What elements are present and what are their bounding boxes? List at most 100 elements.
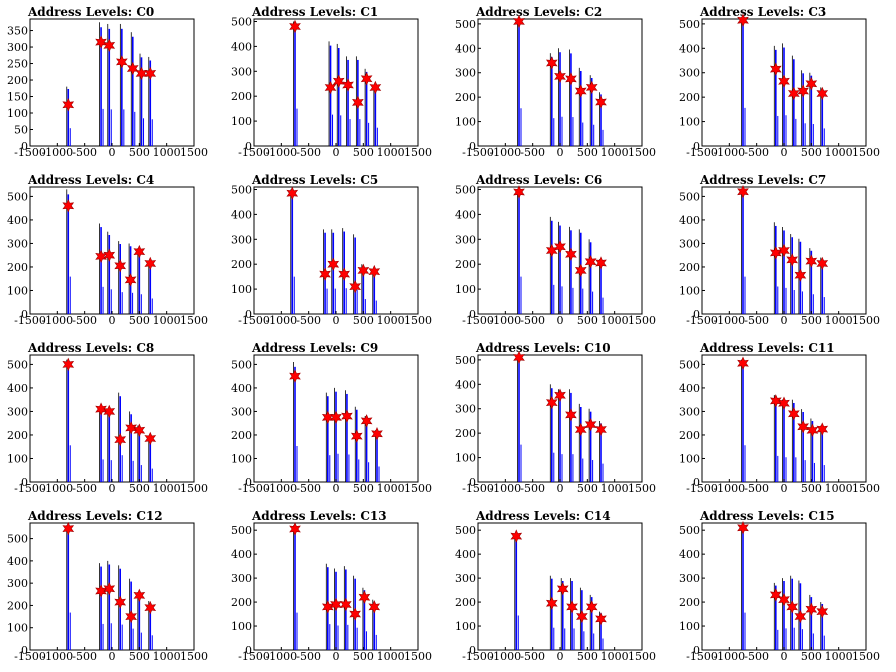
marker-point <box>513 350 525 365</box>
y-tick-label: 400 <box>231 40 252 53</box>
y-tick-label: 500 <box>455 524 476 537</box>
marker-point <box>358 590 371 605</box>
x-tick-label: 1500 <box>180 314 208 327</box>
marker-point <box>816 604 829 619</box>
marker-point <box>319 267 331 281</box>
marker-point <box>513 14 525 29</box>
marker-point <box>556 582 569 596</box>
y-tick-label: 500 <box>7 358 28 371</box>
x-tick-label: -500 <box>520 314 545 327</box>
y-tick-label: 100 <box>7 622 28 635</box>
marker-point <box>737 184 749 199</box>
x-tick-label: 500 <box>577 650 598 663</box>
marker-point <box>124 273 137 287</box>
y-tick-label: 100 <box>455 452 476 465</box>
y-tick-label: 400 <box>231 548 252 561</box>
x-tick-label: 0 <box>781 650 788 663</box>
y-tick-label: 100 <box>455 620 476 633</box>
y-tick-label: 300 <box>231 405 252 418</box>
y-tick-label: 300 <box>679 67 700 80</box>
marker-point <box>584 417 597 432</box>
y-tick-label: 300 <box>679 237 700 250</box>
x-tick-label: 1000 <box>153 482 181 495</box>
marker-point <box>786 253 799 267</box>
x-tick-label: 0 <box>333 650 340 663</box>
y-tick-label: 300 <box>455 67 476 80</box>
y-tick-label: 200 <box>7 599 28 612</box>
marker-point <box>595 95 607 109</box>
marker-point <box>349 607 361 621</box>
x-tick-label: -500 <box>520 482 545 495</box>
x-tick-label: 1000 <box>601 314 629 327</box>
panel-title: Address Levels: C0 <box>28 5 155 19</box>
panel-title: Address Levels: C3 <box>700 5 827 19</box>
marker-point <box>133 588 146 603</box>
x-tick-label: 0 <box>109 650 116 663</box>
marker-point <box>289 522 301 536</box>
y-tick-label: 300 <box>7 41 28 54</box>
marker-point <box>554 240 566 254</box>
marker-point <box>350 429 363 443</box>
y-tick-label: 0 <box>245 476 252 489</box>
marker-point <box>332 74 345 88</box>
x-tick-label: 500 <box>129 482 150 495</box>
x-tick-label: 0 <box>781 482 788 495</box>
x-tick-label: -500 <box>744 146 769 159</box>
x-tick-label: -1500 <box>462 650 494 663</box>
x-tick-label: 1000 <box>825 650 853 663</box>
x-tick-label: -500 <box>520 650 545 663</box>
y-tick-label: 200 <box>231 258 252 271</box>
marker-point <box>103 38 116 53</box>
y-tick-label: 300 <box>231 572 252 585</box>
panel-title: Address Levels: C1 <box>252 5 379 19</box>
y-tick-label: 0 <box>21 476 28 489</box>
x-tick-label: 500 <box>801 650 822 663</box>
x-tick-label: 1500 <box>628 650 656 663</box>
y-tick-label: 300 <box>679 405 700 418</box>
y-tick-label: 100 <box>7 284 28 297</box>
x-tick-label: -1000 <box>713 482 745 495</box>
y-tick-label: 300 <box>231 233 252 246</box>
marker-point <box>794 609 807 624</box>
marker-point <box>144 66 157 81</box>
x-tick-label: -1000 <box>489 146 521 159</box>
marker-point <box>114 432 127 447</box>
marker-point <box>769 62 782 76</box>
marker-point <box>786 600 799 614</box>
marker-point <box>595 422 607 437</box>
y-tick-label: 0 <box>21 308 28 321</box>
marker-point <box>794 268 807 282</box>
y-tick-label: 100 <box>679 284 700 297</box>
y-tick-label: 300 <box>455 233 476 246</box>
panel-title: Address Levels: C2 <box>476 5 603 19</box>
x-tick-label: 500 <box>129 146 150 159</box>
y-tick-label: 400 <box>231 208 252 221</box>
marker-point <box>778 74 790 89</box>
y-tick-label: 300 <box>679 572 700 585</box>
y-tick-label: 500 <box>231 183 252 196</box>
marker-point <box>585 600 598 614</box>
x-tick-label: -1000 <box>489 314 521 327</box>
y-tick-label: 500 <box>455 354 476 367</box>
marker-point <box>103 581 116 596</box>
x-tick-label: -1000 <box>265 482 297 495</box>
x-tick-label: -500 <box>296 482 321 495</box>
marker-point <box>585 80 598 95</box>
x-tick-label: 1500 <box>180 146 208 159</box>
y-tick-label: 500 <box>231 15 252 28</box>
panel-title: Address Levels: C12 <box>28 509 163 523</box>
x-tick-label: -500 <box>296 314 321 327</box>
y-tick-label: 100 <box>7 107 28 120</box>
x-tick-label: -1500 <box>462 482 494 495</box>
marker-point <box>338 267 351 281</box>
x-tick-label: 1500 <box>180 482 208 495</box>
y-tick-label: 400 <box>455 42 476 55</box>
y-tick-label: 400 <box>7 382 28 395</box>
marker-point <box>595 612 607 626</box>
